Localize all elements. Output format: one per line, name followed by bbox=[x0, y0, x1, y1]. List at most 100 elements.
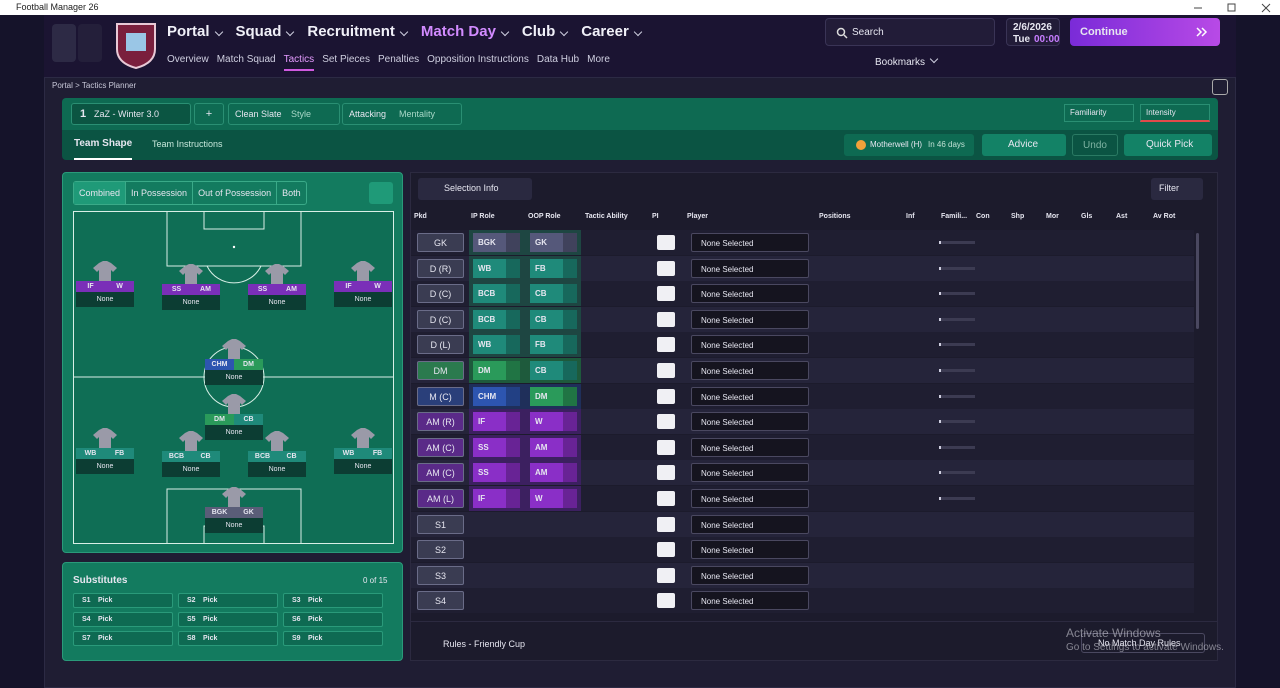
column-header[interactable]: Famili... bbox=[941, 213, 968, 220]
column-header[interactable]: Player bbox=[687, 213, 709, 220]
undo-button[interactable]: Undo bbox=[1072, 134, 1118, 156]
player-dropdown[interactable]: None Selected bbox=[691, 361, 809, 380]
back-button[interactable] bbox=[52, 24, 76, 62]
table-row[interactable]: AM (L) IF W None Selected bbox=[411, 486, 1194, 511]
column-header[interactable]: Shp bbox=[1011, 213, 1025, 220]
player-instructions[interactable] bbox=[657, 439, 675, 455]
pitch-tab[interactable]: Combined bbox=[74, 182, 126, 204]
player-dropdown[interactable]: None Selected bbox=[691, 386, 809, 406]
menu-item[interactable]: Career bbox=[581, 23, 643, 40]
oop-role-dropdown[interactable]: GK bbox=[530, 233, 577, 252]
player-dropdown[interactable]: None Selected bbox=[691, 233, 809, 252]
player-card[interactable]: BCB CB None bbox=[248, 431, 306, 477]
player-dropdown[interactable]: None Selected bbox=[691, 258, 809, 278]
column-header[interactable]: Tactic Ability bbox=[585, 213, 628, 220]
oop-role-dropdown[interactable]: FB bbox=[530, 258, 577, 278]
fixture[interactable]: Motherwell (H) In 46 days bbox=[844, 134, 974, 156]
column-header[interactable]: IP Role bbox=[471, 213, 495, 220]
player-dropdown[interactable]: None Selected bbox=[691, 565, 809, 585]
oop-role-dropdown[interactable]: W bbox=[530, 489, 577, 508]
table-row[interactable]: S3 None Selected bbox=[411, 562, 1194, 588]
crumb[interactable]: Portal bbox=[52, 81, 73, 90]
player-instructions[interactable] bbox=[657, 516, 675, 532]
mentality-select[interactable]: Attacking Mentality bbox=[342, 103, 462, 125]
player-dropdown[interactable]: None Selected bbox=[691, 463, 809, 483]
player-instructions[interactable] bbox=[657, 593, 675, 609]
submenu-item[interactable]: More bbox=[587, 54, 610, 65]
advice-button[interactable]: Advice bbox=[982, 134, 1066, 156]
table-row[interactable]: GK BGK GK None Selected bbox=[411, 230, 1194, 255]
submenu-item[interactable]: Penalties bbox=[378, 54, 420, 65]
player-instructions[interactable] bbox=[657, 311, 675, 327]
player-card[interactable]: IF W None bbox=[334, 261, 392, 307]
player-dropdown[interactable]: None Selected bbox=[691, 309, 809, 329]
tab-active[interactable]: Team Shape bbox=[74, 139, 133, 160]
column-header[interactable]: OOP Role bbox=[528, 213, 561, 220]
oop-role-dropdown[interactable]: W bbox=[530, 412, 577, 432]
player-card[interactable]: IF W None bbox=[76, 261, 134, 307]
oop-role-dropdown[interactable]: CB bbox=[530, 284, 577, 304]
sub-slot[interactable]: S1 Pick bbox=[73, 593, 173, 608]
player-instructions[interactable] bbox=[657, 235, 675, 250]
table-row[interactable]: AM (C) SS AM None Selected bbox=[411, 434, 1194, 460]
player-card[interactable]: CHM DM None bbox=[205, 339, 263, 385]
player-dropdown[interactable]: None Selected bbox=[691, 514, 809, 534]
ip-role-dropdown[interactable]: CHM bbox=[473, 386, 520, 406]
ip-role-dropdown[interactable]: WB bbox=[473, 258, 520, 278]
table-row[interactable]: D (C) BCB CB None Selected bbox=[411, 306, 1194, 332]
match-day-rules[interactable]: No Match Day Rules bbox=[1081, 633, 1205, 653]
ip-role-dropdown[interactable]: WB bbox=[473, 335, 520, 355]
table-row[interactable]: S1 None Selected bbox=[411, 511, 1194, 537]
table-row[interactable]: D (L) WB FB None Selected bbox=[411, 332, 1194, 358]
forward-button[interactable] bbox=[78, 24, 102, 62]
menu-item[interactable]: Recruitment bbox=[307, 23, 409, 40]
table-row[interactable]: D (C) BCB CB None Selected bbox=[411, 281, 1194, 307]
player-instructions[interactable] bbox=[657, 491, 675, 506]
player-instructions[interactable] bbox=[657, 286, 675, 302]
collapse-button[interactable] bbox=[369, 182, 393, 204]
ip-role-dropdown[interactable]: BCB bbox=[473, 284, 520, 304]
sub-slot[interactable]: S5 Pick bbox=[178, 612, 278, 627]
ip-role-dropdown[interactable]: SS bbox=[473, 463, 520, 483]
ip-role-dropdown[interactable]: SS bbox=[473, 437, 520, 457]
pitch-tab[interactable]: Out of Possession bbox=[192, 182, 276, 204]
player-instructions[interactable] bbox=[657, 567, 675, 583]
player-dropdown[interactable]: None Selected bbox=[691, 412, 809, 432]
continue-button[interactable]: Continue bbox=[1070, 18, 1220, 46]
player-card[interactable]: SS AM None bbox=[248, 264, 306, 310]
sub-slot[interactable]: S6 Pick bbox=[283, 612, 383, 627]
column-header[interactable]: Positions bbox=[819, 213, 851, 220]
menu-item[interactable]: Squad bbox=[236, 23, 295, 40]
player-dropdown[interactable]: None Selected bbox=[691, 284, 809, 304]
sub-slot[interactable]: S4 Pick bbox=[73, 612, 173, 627]
ip-role-dropdown[interactable]: DM bbox=[473, 361, 520, 380]
table-row[interactable]: S2 None Selected bbox=[411, 537, 1194, 563]
submenu-item[interactable]: Match Squad bbox=[216, 54, 276, 65]
tab[interactable]: Team Instructions bbox=[152, 139, 223, 149]
submenu-item[interactable]: Set Pieces bbox=[322, 54, 370, 65]
oop-role-dropdown[interactable]: AM bbox=[530, 437, 577, 457]
player-card[interactable]: BGK GK None bbox=[205, 487, 263, 533]
ip-role-dropdown[interactable]: BCB bbox=[473, 309, 520, 329]
bookmarks[interactable]: Bookmarks bbox=[875, 54, 939, 68]
window-controls[interactable] bbox=[1190, 2, 1275, 13]
oop-role-dropdown[interactable]: AM bbox=[530, 463, 577, 483]
player-dropdown[interactable]: None Selected bbox=[691, 335, 809, 355]
submenu-item[interactable]: Overview bbox=[167, 54, 209, 65]
player-card[interactable]: BCB CB None bbox=[162, 431, 220, 477]
quick-pick-button[interactable]: Quick Pick bbox=[1124, 134, 1212, 156]
player-dropdown[interactable]: None Selected bbox=[691, 540, 809, 560]
player-instructions[interactable] bbox=[657, 363, 675, 378]
table-row[interactable]: DM DM CB None Selected bbox=[411, 358, 1194, 383]
filter-dropdown[interactable]: Filter bbox=[1151, 178, 1203, 200]
sub-slot[interactable]: S8 Pick bbox=[178, 631, 278, 646]
ip-role-dropdown[interactable]: BGK bbox=[473, 233, 520, 252]
tactic-select[interactable]: 1 ZaZ - Winter 3.0 bbox=[71, 103, 191, 125]
player-card[interactable]: WB FB None bbox=[334, 428, 392, 474]
date-box[interactable]: 2/6/2026 Tue 00:00 bbox=[1006, 18, 1060, 46]
table-row[interactable]: D (R) WB FB None Selected bbox=[411, 255, 1194, 281]
rules-label[interactable]: Rules - Friendly Cup bbox=[443, 639, 526, 649]
menu-item[interactable]: Portal bbox=[167, 23, 223, 40]
oop-role-dropdown[interactable]: CB bbox=[530, 361, 577, 380]
submenu-item[interactable]: Data Hub bbox=[536, 54, 580, 65]
